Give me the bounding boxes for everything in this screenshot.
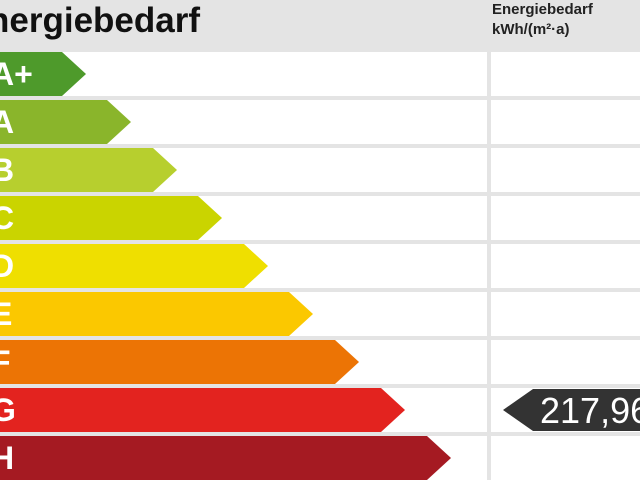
- energy-value: 217,96: [540, 390, 640, 431]
- class-row: C: [0, 196, 640, 240]
- class-row: D: [0, 244, 640, 288]
- class-row: A+: [0, 52, 640, 96]
- value-cell: [491, 340, 640, 384]
- class-arrow: [0, 436, 451, 480]
- class-label: A: [0, 104, 15, 140]
- class-label: H: [0, 440, 15, 476]
- class-row: A: [0, 100, 640, 144]
- class-label: E: [0, 296, 13, 332]
- class-label: D: [0, 248, 15, 284]
- class-arrow: [0, 100, 131, 144]
- value-cell: [491, 292, 640, 336]
- class-arrow: [0, 244, 268, 288]
- column-header: Energiebedarf kWh/(m²·a): [492, 0, 593, 40]
- class-row: F: [0, 340, 640, 384]
- value-cell: [491, 196, 640, 240]
- class-row: H: [0, 436, 640, 480]
- value-cell: [491, 100, 640, 144]
- class-arrow: [0, 148, 177, 192]
- value-cell: [491, 148, 640, 192]
- class-label: G: [0, 392, 16, 428]
- value-cell: [491, 52, 640, 96]
- class-arrow: [0, 388, 405, 432]
- class-label: A+: [0, 56, 33, 92]
- class-label: B: [0, 152, 15, 188]
- label-title: nergiebedarf: [0, 1, 200, 40]
- class-arrow: [0, 196, 222, 240]
- value-cell: [491, 436, 640, 480]
- class-label: F: [0, 344, 11, 380]
- value-indicator-arrow: [503, 389, 640, 431]
- column-title: Energiebedarf: [492, 1, 593, 18]
- class-row: E: [0, 292, 640, 336]
- class-label: C: [0, 200, 15, 236]
- class-row: B: [0, 148, 640, 192]
- value-cell: [491, 244, 640, 288]
- class-arrow: [0, 340, 359, 384]
- class-arrow: [0, 292, 313, 336]
- column-unit: kWh/(m²·a): [492, 21, 570, 38]
